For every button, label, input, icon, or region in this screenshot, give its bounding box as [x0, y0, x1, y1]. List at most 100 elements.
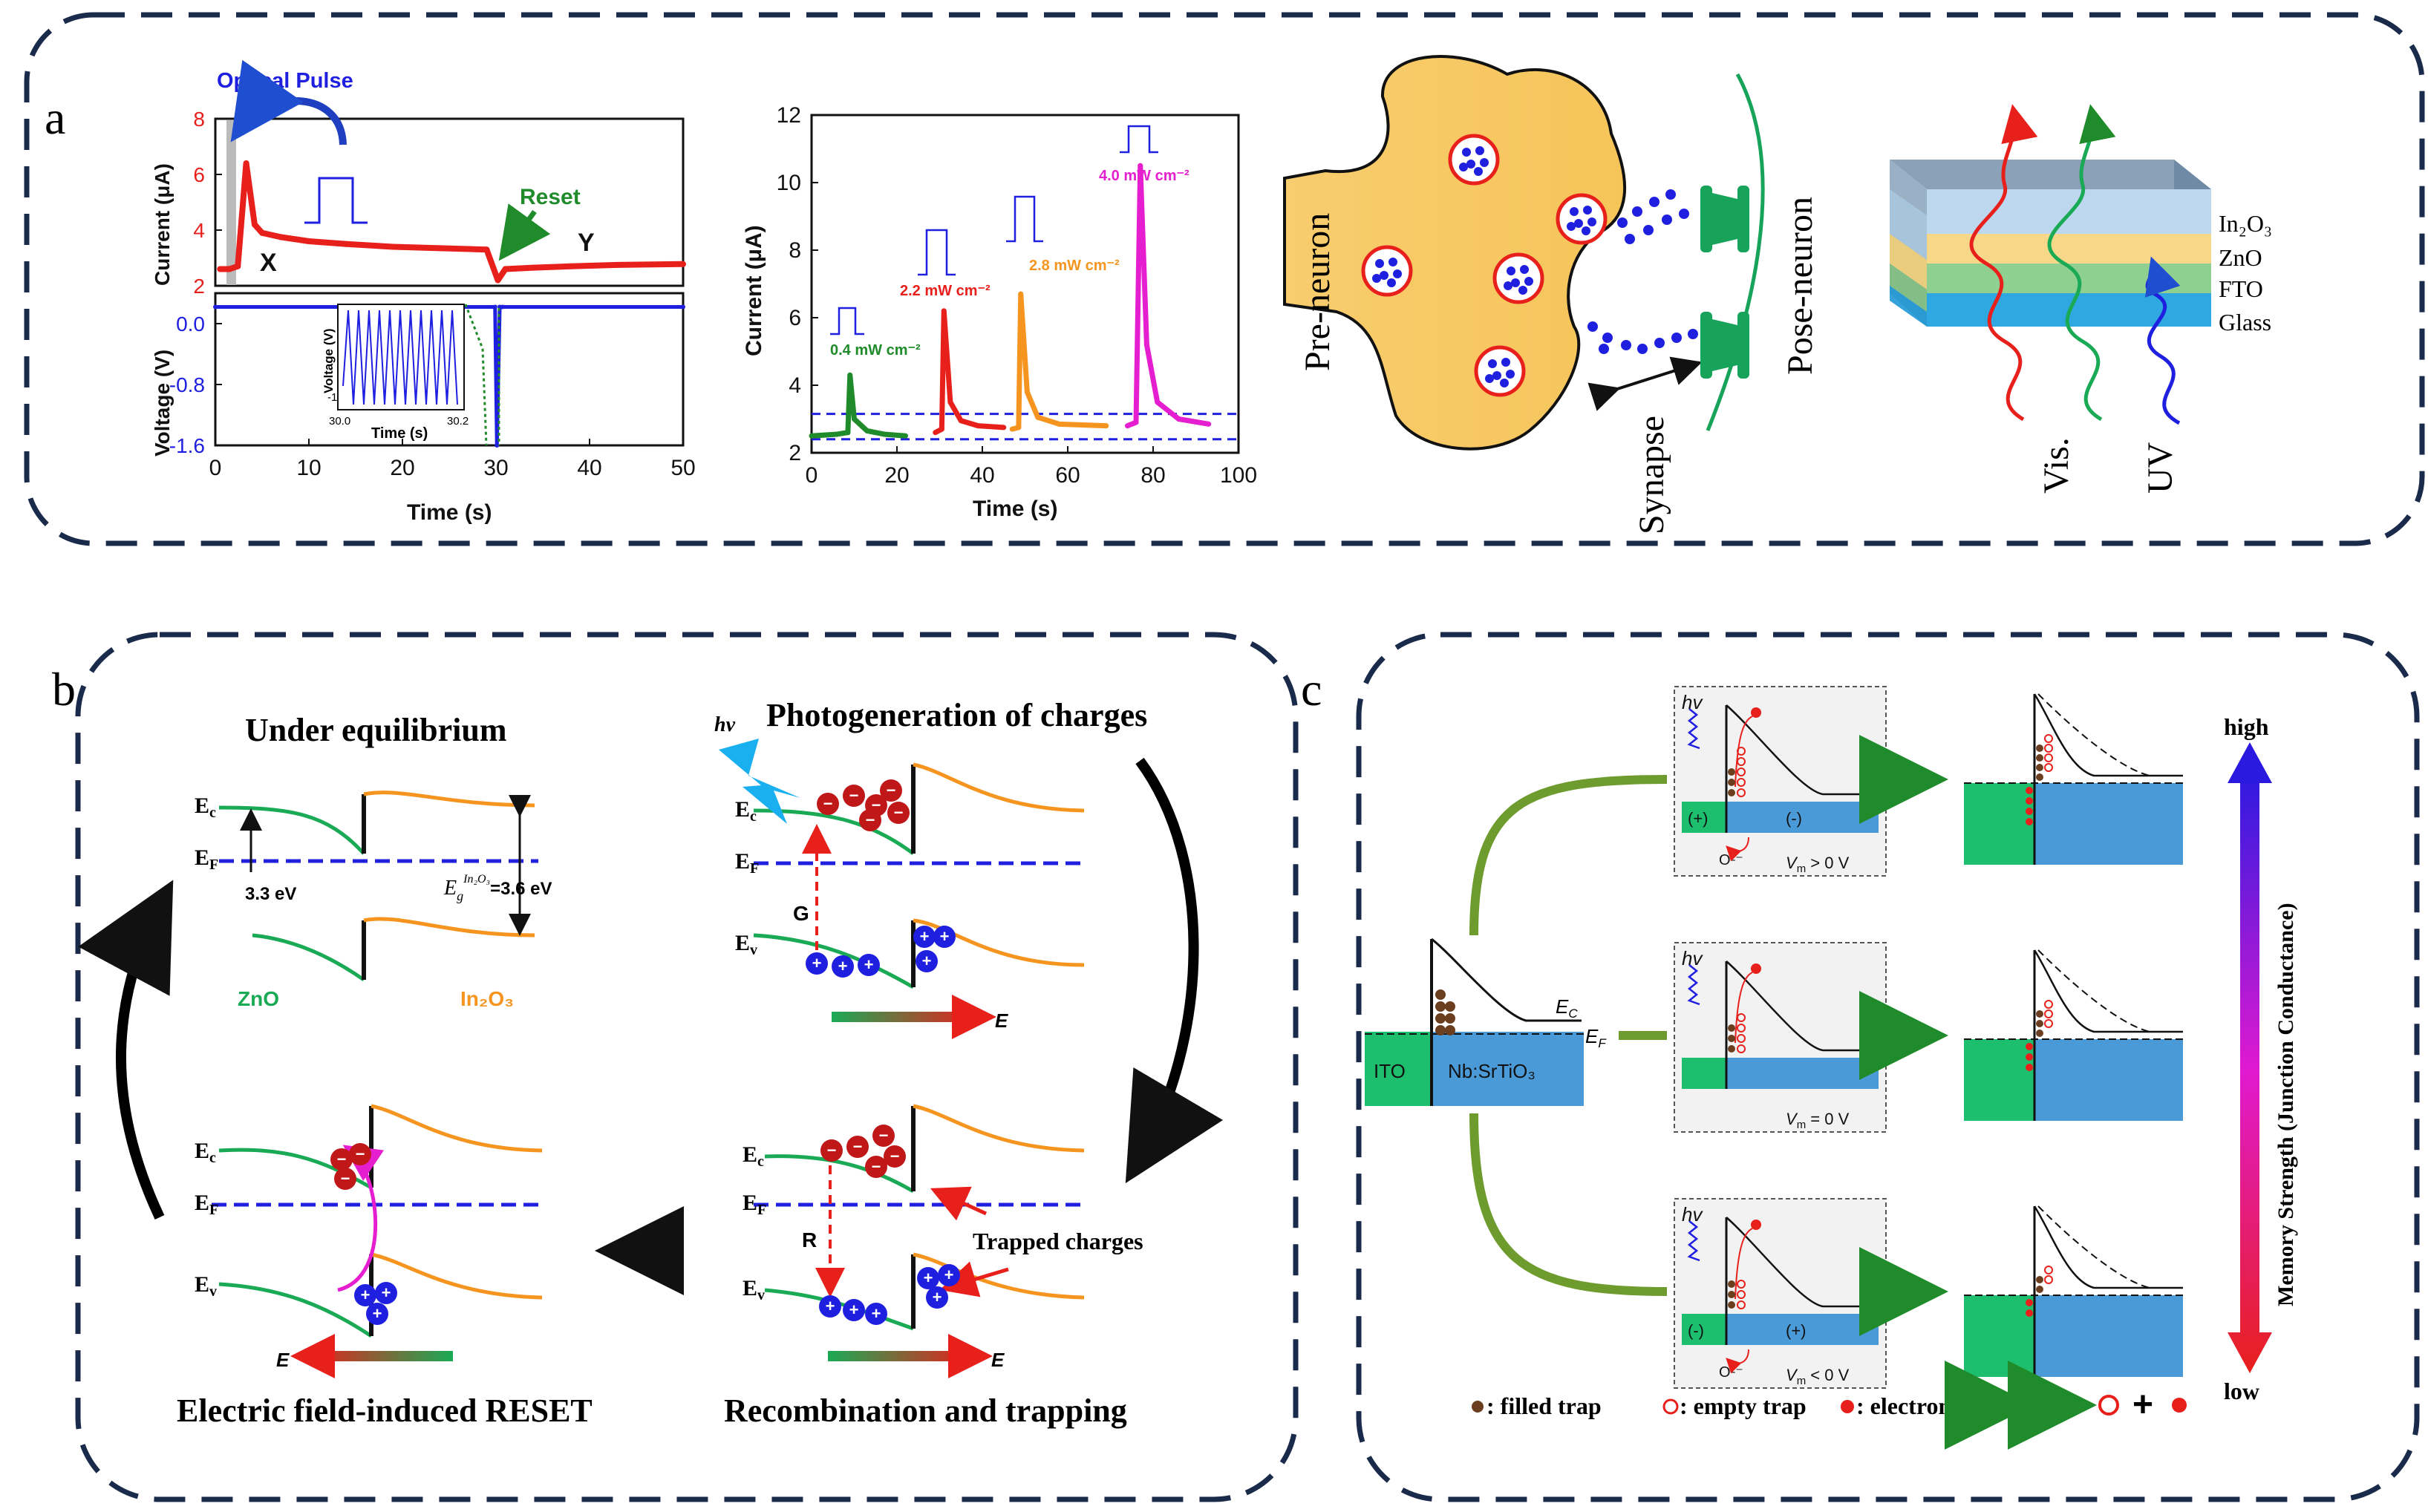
chart2-series-0-line — [811, 372, 906, 439]
c-box-sign-right-0: (-) — [1786, 809, 1802, 828]
chart2-ytick-label-3: 8 — [789, 238, 801, 263]
c-result-ito-0 — [1964, 783, 2034, 865]
electron-18 — [820, 1139, 843, 1162]
gap2-sup: In₂O₃ — [463, 873, 490, 886]
c-result-empty-0-0 — [2044, 763, 2053, 772]
chart1-current-point — [259, 229, 265, 236]
gap-zno: 3.3 eV — [245, 884, 296, 904]
vesicle-2-molecule-5 — [1518, 286, 1527, 295]
vesicle-3-molecule-3 — [1574, 219, 1583, 228]
hole-sign-24: + — [849, 1300, 859, 1319]
chart1-xlabel: Time (s) — [407, 500, 492, 525]
c-result-filled-0-0 — [2036, 773, 2043, 781]
svg-text:EC: EC — [1556, 995, 1578, 1021]
chart2-pulse-label-3: 2.8 mW cm⁻² — [1029, 258, 1120, 274]
vesicle-2-molecule-2 — [1524, 277, 1533, 286]
hole-27 — [938, 1264, 960, 1286]
g-label: G — [793, 902, 809, 925]
c-box-filled-2-0 — [1728, 1301, 1735, 1309]
c-box-excite-1 — [1734, 972, 1753, 1044]
hole-sign-23: + — [826, 1297, 835, 1315]
chart2-xtick-label-2: 40 — [970, 463, 994, 488]
c-box-sign-left-2: (-) — [1688, 1321, 1704, 1340]
chart1-pulse-shade — [226, 120, 236, 285]
ef-sub-3: F — [209, 1202, 218, 1218]
chart2-pulse-label-4: 4.0 mW cm⁻² — [1099, 168, 1189, 184]
c-box-filled-0-1 — [1728, 779, 1735, 786]
electron-sign-14: − — [341, 1169, 350, 1188]
chart1-inset-wave — [342, 310, 458, 405]
c-result-ito-1 — [1964, 1039, 2034, 1121]
electron-sign-4: − — [894, 803, 904, 822]
c-result-empty-0-1 — [2044, 753, 2053, 762]
c-box-filled-0-2 — [1728, 768, 1735, 776]
vesicle-1-molecule-5 — [1387, 278, 1396, 287]
chart1-inset-xtick-1: 30.2 — [447, 415, 469, 428]
e-axis-label-4: E — [991, 1349, 1005, 1371]
electron-sign-20: − — [879, 1126, 889, 1145]
chart1-title: Optical Pulse — [217, 69, 353, 93]
c-ef-label: E — [1585, 1025, 1599, 1047]
hole-6 — [806, 952, 828, 975]
chart2-series-0-point — [845, 430, 851, 436]
c-result-band-2 — [2033, 1205, 2183, 1289]
vesicle-1-molecule-1 — [1388, 258, 1397, 266]
c-box-filled-0-0 — [1728, 789, 1735, 796]
ef-sub-2: F — [750, 860, 759, 877]
ef-sub-4: F — [757, 1202, 766, 1218]
vesicle-4-molecule-3 — [1492, 371, 1501, 380]
chart1-inset-ylabel: Voltage (V) — [322, 328, 336, 393]
c-result-empty-0-2 — [2044, 744, 2053, 753]
electron-sign-22: − — [872, 1157, 881, 1176]
synapse-label: Synapse — [1632, 416, 1671, 534]
hole-9 — [913, 926, 936, 948]
vesicle-0-molecule-2 — [1480, 158, 1489, 167]
chart2-ytick-label-4: 10 — [777, 171, 801, 195]
legend-empty: : empty trap — [1680, 1392, 1807, 1419]
c-box-o2-0: O²⁻ — [1719, 852, 1743, 868]
layer-zno — [1927, 234, 2211, 264]
hv-label-b: hv — [714, 713, 736, 736]
vesicle-0-molecule-0 — [1462, 148, 1471, 157]
svg-text:EF: EF — [743, 1191, 766, 1218]
chart1-top-ytick-label-2: 6 — [193, 163, 205, 186]
c-box-ito-2 — [1682, 1314, 1726, 1345]
hole-sign-28: + — [933, 1288, 942, 1306]
c-result-filled-1-1 — [2036, 1020, 2043, 1027]
vesicle-3-molecule-4 — [1567, 222, 1576, 231]
chart1-inset-ytick: -1 — [327, 391, 337, 404]
chart2-series-2-point — [1057, 421, 1062, 427]
chart1-current-point — [680, 261, 686, 267]
hole-sign-27: + — [944, 1266, 954, 1284]
title-photogeneration: Photogeneration of charges — [766, 697, 1147, 733]
c-box-vm-0: Vm > 0 V — [1786, 854, 1850, 875]
hole-17 — [366, 1303, 388, 1325]
svg-text:EgIn₂O₃=3.6 eV: EgIn₂O₃=3.6 eV — [443, 873, 552, 903]
c-box-filled-1-2 — [1728, 1024, 1735, 1032]
trapped-charges-label: Trapped charges — [973, 1228, 1143, 1254]
c-result-filled-2-0 — [2036, 1286, 2043, 1293]
svg-text:EF: EF — [195, 1191, 218, 1218]
chart2-series-2-point — [1009, 426, 1015, 432]
vesicle-1-molecule-4 — [1372, 274, 1381, 283]
c-box-band-0 — [1726, 704, 1875, 796]
c-box-electron-2 — [1751, 1220, 1761, 1230]
c-result-electron-0-0 — [2026, 787, 2033, 794]
c-result-empty-2-0 — [2044, 1275, 2053, 1284]
vesicle-2-molecule-1 — [1520, 265, 1529, 274]
chart1-top-ytick-label-0: 2 — [193, 275, 205, 298]
c-box-hv-0: hv — [1682, 691, 1703, 713]
panel-label-b: b — [52, 663, 76, 716]
chart2-xtick-label-5: 100 — [1220, 463, 1257, 488]
chart1-top-ytick-label-1: 4 — [193, 219, 205, 242]
hole-10 — [933, 926, 956, 948]
c-result-electron-1-1 — [2026, 1053, 2033, 1061]
vesicle-3-molecule-2 — [1587, 217, 1596, 226]
hole-16 — [375, 1282, 397, 1304]
chart2-series-3-point — [1143, 341, 1149, 347]
c-result-empty-1-1 — [2044, 1009, 2053, 1018]
hole-26 — [917, 1267, 939, 1289]
c-result-electron-2-0 — [2026, 1299, 2033, 1306]
c-result-electron-1-0 — [2026, 1043, 2033, 1050]
c-ec-sub: C — [1568, 1007, 1578, 1021]
